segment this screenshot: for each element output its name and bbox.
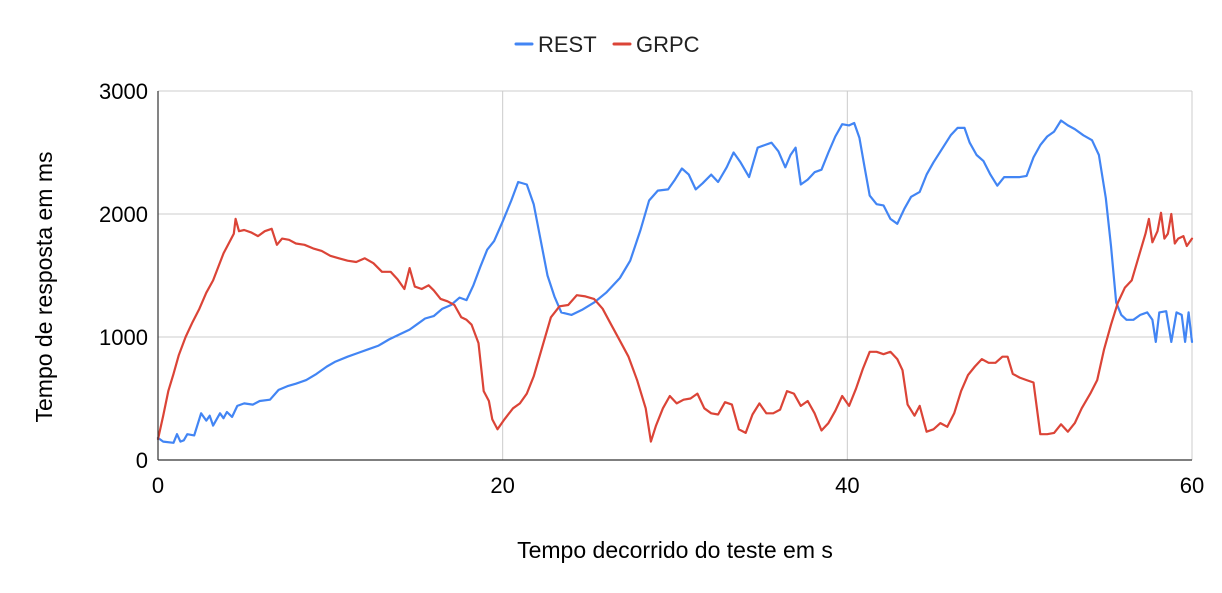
x-tick-label: 60 xyxy=(1180,473,1204,498)
y-axis-title: Tempo de resposta em ms xyxy=(31,151,57,422)
x-tick-label: 20 xyxy=(490,473,514,498)
legend: REST GRPC xyxy=(514,32,700,57)
gridlines xyxy=(158,90,1193,460)
x-tick-label: 40 xyxy=(835,473,859,498)
x-axis-title: Tempo decorrido do teste em s xyxy=(517,537,833,563)
series-line-rest xyxy=(156,119,1194,444)
y-tick-label: 2000 xyxy=(99,202,148,227)
legend-label-grpc: GRPC xyxy=(636,32,700,57)
y-tick-label: 0 xyxy=(136,448,148,473)
legend-label-rest: REST xyxy=(538,32,597,57)
series-lines xyxy=(156,119,1194,444)
x-tick-label: 0 xyxy=(152,473,164,498)
axes xyxy=(157,91,1192,461)
y-tick-label: 3000 xyxy=(99,79,148,104)
tick-labels: 0 1000 2000 3000 0 20 40 60 xyxy=(99,79,1204,498)
y-tick-label: 1000 xyxy=(99,325,148,350)
series-line-grpc xyxy=(156,211,1194,443)
